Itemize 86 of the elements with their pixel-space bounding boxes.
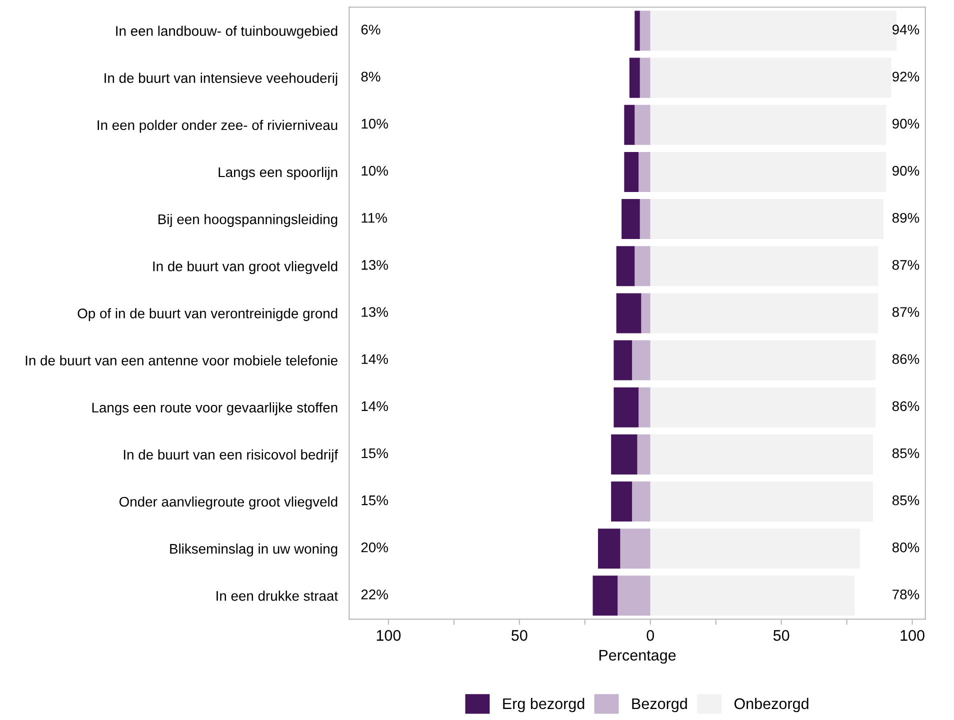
annotation: 6%	[361, 24, 380, 34]
x-tick-label: 100	[900, 630, 924, 641]
bar	[632, 340, 650, 380]
y-tick-label: Onder aanvliegroute groot vliegveld	[119, 496, 338, 510]
bar	[624, 104, 635, 145]
bar	[616, 293, 642, 334]
y-tick-label: Langs een route voor gevaarlijke stoffen	[92, 402, 338, 416]
annotation: 15%	[362, 448, 388, 458]
x-tick-label: 100	[376, 630, 401, 641]
data-label: 80%	[892, 542, 920, 552]
y-tick-label: In een drukke straat	[216, 590, 338, 601]
bar	[632, 482, 650, 522]
data-label: 92%	[892, 72, 920, 82]
y-tick-label: In de buurt van groot vliegveld	[153, 261, 338, 274]
bar	[650, 576, 855, 616]
bar	[650, 293, 878, 334]
bar	[611, 434, 638, 474]
annotation: 13%	[362, 260, 388, 270]
legend-label: Onbezorgd	[734, 698, 808, 712]
bar	[624, 152, 639, 192]
bar	[622, 199, 640, 240]
bar	[638, 387, 650, 428]
bar	[616, 246, 635, 286]
annotation: 14%	[362, 354, 388, 364]
annotation: 8%	[361, 72, 380, 82]
bar	[650, 58, 892, 98]
legend-label: Erg bezorgd	[503, 698, 584, 712]
bar	[650, 434, 873, 474]
data-label: 87%	[892, 307, 920, 317]
y-tick-label: In een polder onder zee- of rivierniveau	[98, 120, 338, 133]
y-tick-label: In de buurt van intensieve veehouderij	[104, 72, 338, 86]
bar	[637, 434, 650, 474]
bar	[650, 340, 876, 380]
bar	[611, 482, 632, 522]
bar	[620, 528, 650, 569]
bar	[614, 387, 639, 428]
x-tick-label: 50	[512, 630, 528, 641]
y-tick-label: In de buurt van een risicovol bedrijf	[124, 449, 338, 462]
data-label: 78%	[892, 590, 920, 600]
bar	[618, 576, 650, 616]
annotation: 10%	[362, 166, 388, 176]
y-tick-label: Blikseminslag in uw woning	[170, 544, 338, 556]
bar	[650, 152, 886, 192]
data-label: 85%	[892, 448, 920, 458]
data-label: 94%	[892, 24, 920, 34]
bar	[634, 246, 650, 286]
annotation: 22%	[361, 590, 388, 600]
bar	[640, 199, 650, 240]
y-tick-label: Bij een hoogspanningsleiding	[158, 214, 338, 227]
bar	[629, 58, 640, 98]
data-label: 90%	[892, 118, 920, 129]
x-axis-title: Percentage	[599, 650, 676, 664]
x-tick-label: 50	[773, 630, 790, 641]
y-tick-label: Langs een spoorlijn	[218, 166, 338, 180]
annotation: 13%	[362, 307, 388, 317]
y-tick-label: Op of in de buurt van verontreinigde grond	[78, 308, 338, 322]
bar	[641, 293, 650, 334]
data-label: 86%	[892, 401, 920, 412]
bar	[614, 340, 632, 380]
bar	[592, 576, 618, 616]
bar	[640, 10, 650, 51]
data-label: 85%	[892, 495, 920, 506]
annotation: 10%	[362, 118, 388, 129]
legend-label: Bezorgd	[632, 698, 687, 712]
annotation: 11%	[362, 213, 387, 223]
data-label: 87%	[892, 260, 920, 270]
bar	[634, 10, 640, 51]
bar	[598, 528, 620, 569]
bar	[650, 387, 876, 428]
bar	[638, 152, 650, 192]
data-label: 90%	[892, 166, 920, 176]
bar	[650, 482, 873, 522]
bar	[650, 199, 884, 240]
bar	[650, 104, 886, 145]
y-tick-label: In een landbouw- of tuinbouwgebied	[116, 26, 338, 39]
x-tick-label: 0	[646, 630, 654, 641]
bar	[650, 528, 860, 569]
annotation: 20%	[361, 542, 388, 552]
y-tick-label: In de buurt van een antenne voor mobiele telefonie	[26, 355, 338, 366]
annotation: 15%	[362, 495, 388, 506]
data-label: 86%	[892, 354, 920, 364]
annotation: 14%	[362, 401, 388, 412]
data-label: 89%	[892, 212, 920, 223]
bar	[634, 104, 650, 145]
bar	[650, 246, 878, 286]
bar	[640, 58, 650, 98]
